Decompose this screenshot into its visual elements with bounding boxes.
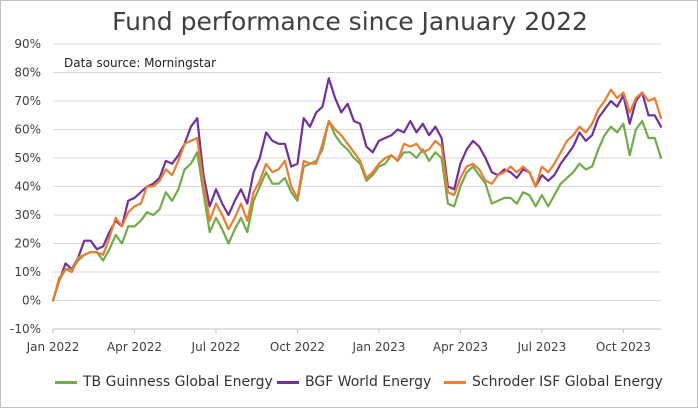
- legend-item-schroder: Schroder ISF Global Energy: [444, 374, 663, 390]
- y-tick-label: 80%: [14, 66, 41, 80]
- series-line-bgf-world-energy: [51, 77, 663, 302]
- legend-label-schroder: Schroder ISF Global Energy: [472, 374, 663, 390]
- y-tick-label: 60%: [14, 123, 41, 137]
- y-tick-label: 10%: [14, 265, 41, 279]
- x-tick-label: Oct 2022: [270, 340, 325, 354]
- x-tick-label: Apr 2023: [433, 340, 488, 354]
- x-tick-label: Jul 2022: [191, 340, 241, 354]
- legend-label-bgf-world: BGF World Energy: [305, 374, 432, 390]
- legend-swatch-tb-guinness: [55, 380, 77, 384]
- y-tick-label: 40%: [14, 180, 41, 194]
- legend-item-bgf-world: BGF World Energy: [277, 374, 431, 390]
- y-tick-label: 0%: [22, 294, 41, 308]
- legend-swatch-bgf-world: [277, 380, 299, 384]
- y-tick-label: -10%: [10, 322, 41, 336]
- x-tick-label: Jan 2023: [352, 340, 406, 354]
- x-tick-label: Jul 2023: [516, 340, 566, 354]
- chart-title: Fund performance since January 2022: [112, 7, 588, 36]
- legend-item-tb-guinness: TB Guinness Global Energy: [55, 374, 273, 390]
- series-line-tb-guinness-global-energy: [51, 119, 663, 302]
- legend-swatch-schroder: [444, 380, 466, 384]
- series-line-schroder-isf-global-energy: [51, 88, 663, 302]
- y-tick-label: 70%: [14, 94, 41, 108]
- x-tick-label: Jan 2022: [26, 340, 80, 354]
- chart-source-note: Data source: Morningstar: [64, 56, 216, 70]
- y-tick-label: 50%: [14, 151, 41, 165]
- y-tick-label: 90%: [14, 37, 41, 51]
- y-tick-label: 20%: [14, 237, 41, 251]
- x-tick-label: Apr 2022: [107, 340, 162, 354]
- chart-legend: TB Guinness Global Energy BGF World Ener…: [0, 374, 698, 394]
- legend-label-tb-guinness: TB Guinness Global Energy: [83, 374, 273, 390]
- x-tick-label: Oct 2023: [596, 340, 651, 354]
- y-tick-label: 30%: [14, 208, 41, 222]
